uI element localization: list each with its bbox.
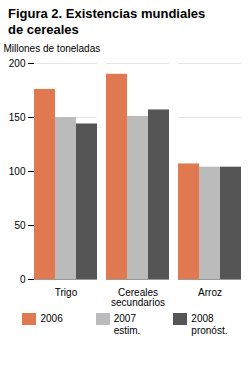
svg-text:150: 150 [9, 112, 26, 123]
html-text:Figura 2. Existencias mundiale: Figura 2. Existencias mundiales de cerea… [8, 6, 206, 37]
html-text:2007 estim.: 2007 estim. [113, 313, 141, 337]
svg-text:50: 50 [14, 220, 26, 231]
svg-text:0: 0 [20, 274, 26, 285]
svg-text:Cerealessecundarios: Cerealessecundarios [111, 287, 165, 308]
svg-text:Arroz: Arroz [198, 287, 222, 298]
html-text:2006: 2006 [40, 313, 63, 325]
svg-text:200: 200 [9, 58, 26, 69]
html-text:2008 pronóst.: 2008 pronóst. [191, 313, 228, 337]
svg-text:Millones de toneladas: Millones de toneladas [4, 43, 101, 54]
svg-text:Trigo: Trigo [55, 287, 78, 298]
svg-text:100: 100 [9, 166, 26, 177]
